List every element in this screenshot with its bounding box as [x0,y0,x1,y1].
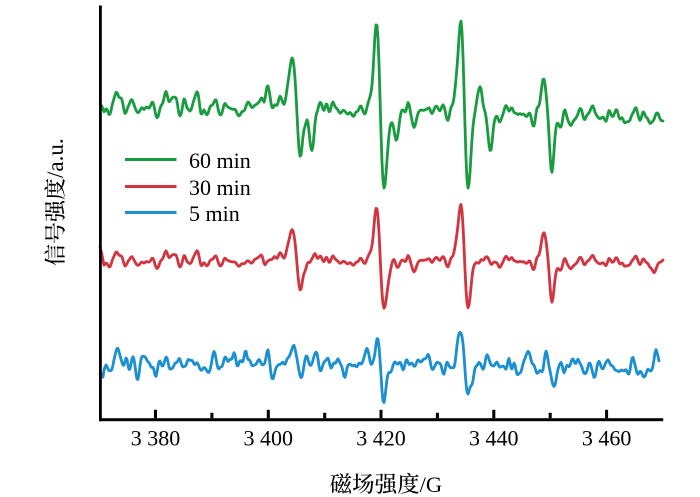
svg-text:3 440: 3 440 [469,426,519,451]
svg-text:5 min: 5 min [189,201,240,226]
svg-text:3 460: 3 460 [582,426,632,451]
svg-text:3 380: 3 380 [131,426,181,451]
svg-text:30 min: 30 min [189,175,251,200]
svg-text:3 420: 3 420 [356,426,406,451]
svg-text:/G: /G [420,472,443,497]
svg-text:3 400: 3 400 [244,426,294,451]
svg-text:60 min: 60 min [189,148,251,173]
svg-text:/a.u.: /a.u. [43,138,68,178]
